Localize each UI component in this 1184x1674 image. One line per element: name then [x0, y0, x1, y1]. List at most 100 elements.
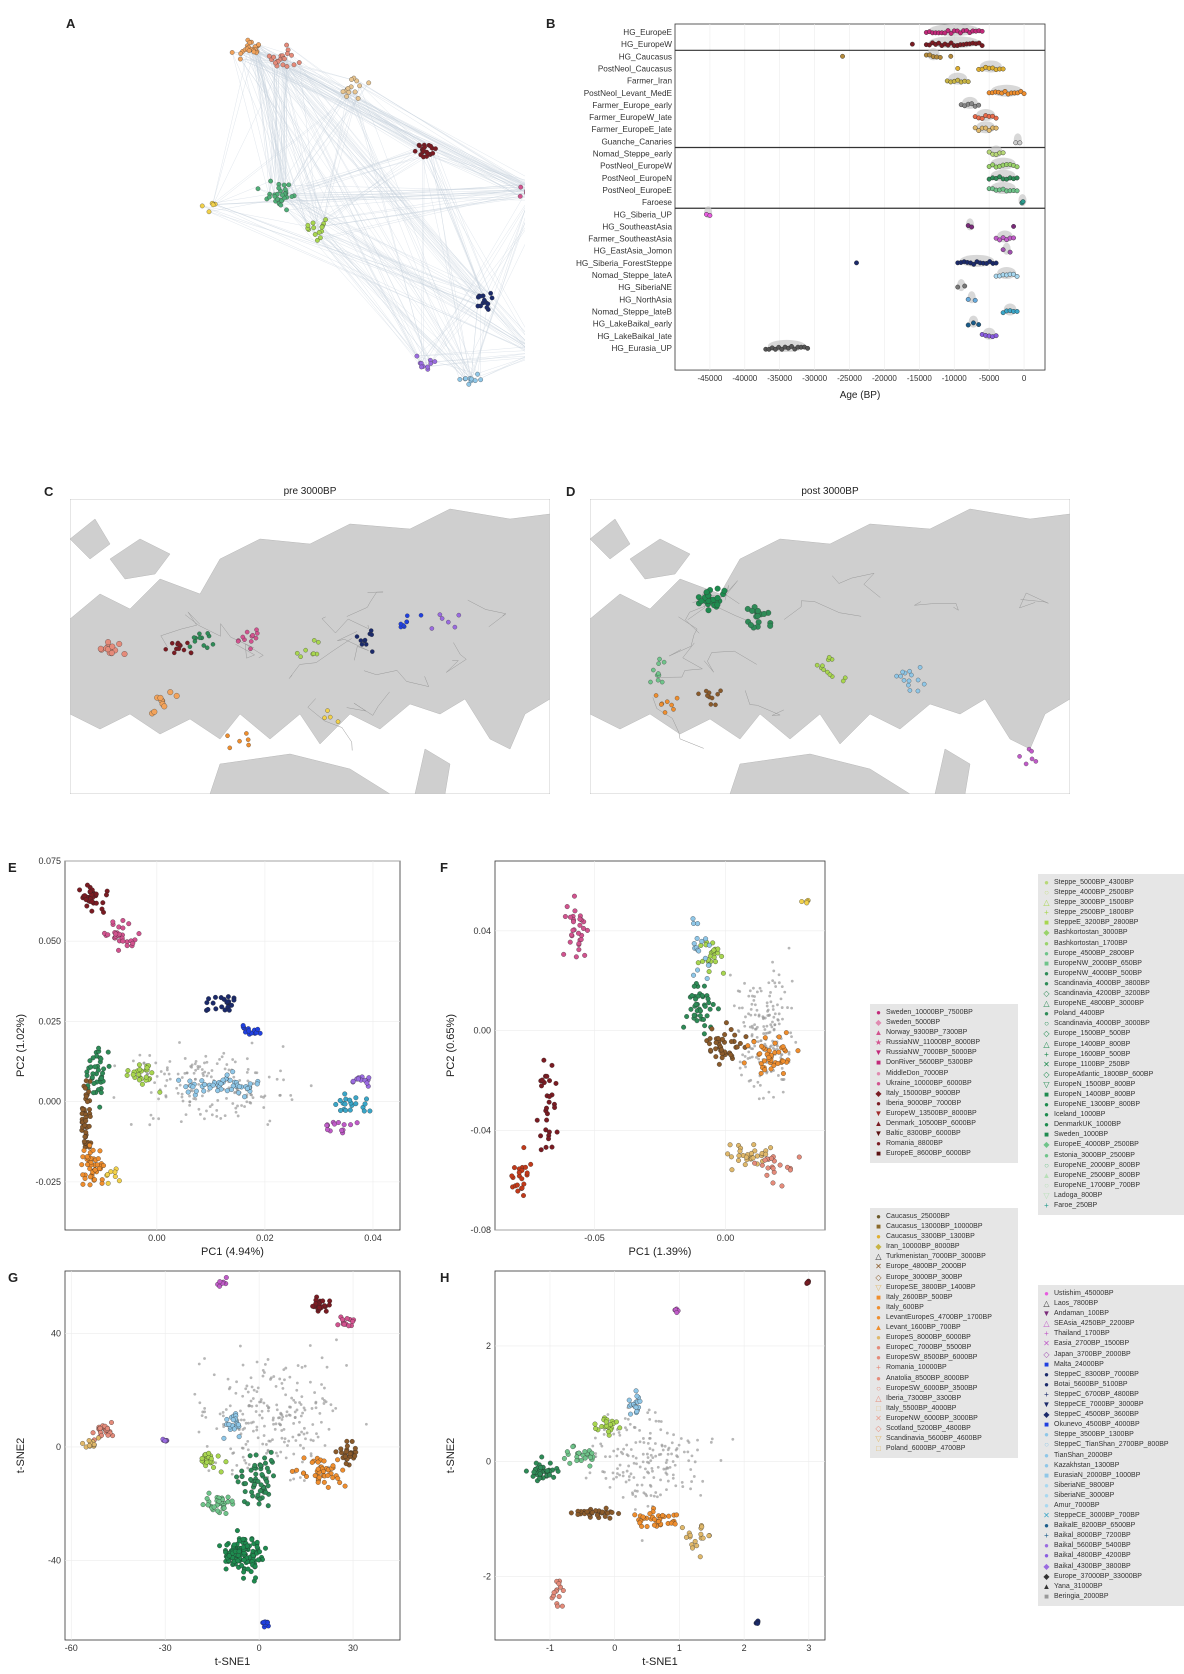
legend-item: ● TianShan_2000BP — [1042, 1451, 1184, 1461]
data-point — [687, 1459, 691, 1463]
legend-label: Steppe_2500BP_1800BP — [1054, 909, 1134, 917]
data-point — [87, 1058, 93, 1064]
network-edge — [254, 49, 271, 182]
sample-point — [244, 629, 250, 635]
data-point — [266, 1448, 270, 1452]
legend-label: EuropeE_8600BP_6000BP — [886, 1150, 971, 1158]
legend-item: ■ EuropeE_8600BP_6000BP — [874, 1149, 1014, 1159]
legend-symbol: ● — [1044, 1500, 1049, 1510]
sample-point — [121, 651, 128, 657]
data-point — [654, 1454, 658, 1458]
data-point — [207, 1089, 210, 1093]
data-point — [293, 1410, 297, 1414]
data-point — [253, 1452, 259, 1458]
data-point — [311, 1439, 315, 1443]
data-point — [215, 1508, 221, 1514]
legend-item: ◆ Italy_15000BP_9000BP — [874, 1089, 1014, 1099]
legend-symbol: ● — [1044, 1521, 1049, 1531]
sample-point — [439, 616, 445, 621]
network-edge — [215, 204, 481, 307]
data-point — [239, 1562, 245, 1568]
legend-symbol: ■ — [1044, 1089, 1049, 1099]
data-point — [592, 1421, 598, 1427]
sample-point — [405, 613, 410, 618]
legend-north-europe: ● Steppe_5000BP_4300BP ○ Steppe_4000BP_2500… — [1038, 874, 1184, 1216]
data-point — [239, 1418, 243, 1422]
data-point — [323, 1444, 327, 1447]
sample-point — [167, 689, 174, 696]
data-point — [569, 932, 575, 938]
data-point — [775, 1044, 779, 1048]
data-point — [640, 1539, 644, 1542]
sample-point — [325, 708, 330, 713]
x-tick-label: 0.00 — [717, 1233, 735, 1243]
network-edge — [212, 49, 289, 205]
data-point — [207, 1469, 211, 1473]
sample-point — [354, 634, 360, 639]
data-point — [689, 993, 695, 999]
data-point — [748, 989, 752, 993]
legend-label: RussiaNW_11000BP_8000BP — [886, 1039, 981, 1047]
legend-label: Ustishim_45000BP — [1054, 1290, 1114, 1297]
legend-symbol: ■ — [876, 1149, 881, 1159]
data-point — [515, 1188, 521, 1194]
data-point — [207, 1085, 213, 1091]
data-point — [259, 1472, 265, 1477]
data-point — [752, 1160, 758, 1166]
sample-point — [191, 635, 197, 640]
sample-point — [197, 635, 203, 641]
data-point — [255, 1026, 261, 1032]
data-point — [538, 1147, 544, 1153]
legend-item: ● Bashkortostan_1700BP — [1042, 939, 1184, 949]
data-point — [642, 1437, 645, 1440]
data-point — [258, 1463, 264, 1469]
legend-item: ● Italy_600BP — [874, 1303, 1014, 1313]
network-edge — [249, 42, 476, 381]
legend-item: ■ SteppeE_3200BP_2800BP — [1042, 918, 1184, 928]
data-point — [691, 941, 697, 947]
data-point — [225, 1096, 228, 1100]
data-point — [589, 1509, 595, 1515]
sample-point — [696, 691, 701, 697]
data-point — [233, 1060, 237, 1064]
legend-label: Amur_7000BP — [1054, 1501, 1100, 1509]
data-point — [748, 1056, 752, 1060]
row-label: HG_NorthAsia — [619, 295, 672, 304]
legend-item: ● SteppeC_8300BP_7000BP — [1042, 1370, 1184, 1380]
sample-point — [311, 651, 316, 656]
age-point — [969, 101, 975, 107]
data-point — [120, 925, 126, 931]
data-point — [612, 1477, 616, 1481]
panel-letter-d: D — [566, 484, 576, 499]
legend-label: Iran_10000BP_8000BP — [886, 1243, 960, 1251]
data-point — [301, 1455, 307, 1461]
data-point — [656, 1519, 662, 1524]
network-edge — [247, 48, 289, 185]
sample-point — [185, 640, 190, 646]
network-node — [316, 230, 322, 235]
data-point — [562, 914, 568, 919]
data-point — [757, 1013, 761, 1017]
data-point — [618, 1433, 622, 1437]
network-node — [206, 209, 212, 215]
sample-point — [108, 649, 115, 656]
data-point — [143, 1074, 149, 1080]
data-point — [271, 1416, 275, 1420]
data-point — [269, 1376, 273, 1380]
data-point — [283, 1437, 287, 1441]
data-point — [221, 1435, 227, 1441]
data-point — [325, 1365, 329, 1369]
network-node — [311, 225, 317, 231]
network-node — [352, 89, 358, 95]
data-point — [702, 1003, 708, 1009]
sample-point — [437, 612, 443, 617]
data-point — [546, 1099, 552, 1105]
network-node — [518, 184, 524, 190]
data-point — [236, 1422, 241, 1428]
network-node — [433, 146, 438, 152]
data-point — [737, 1148, 743, 1154]
data-point — [266, 1123, 270, 1126]
network-node — [285, 51, 290, 56]
data-point — [729, 1039, 734, 1045]
legend-item: ● Botai_5600BP_5100BP — [1042, 1380, 1184, 1390]
